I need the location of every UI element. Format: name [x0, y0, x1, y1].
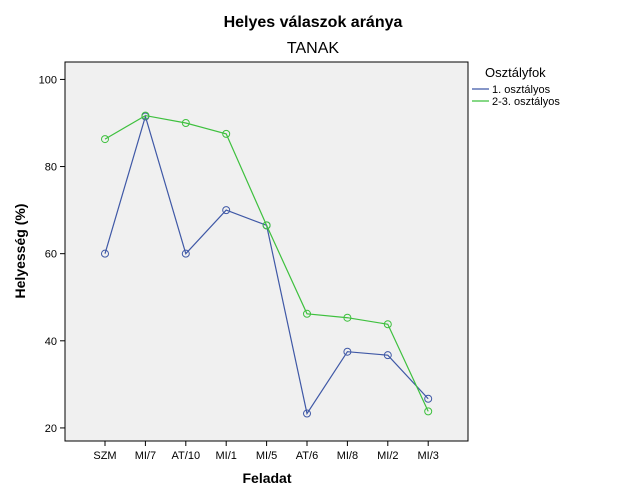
- y-tick-label: 100: [39, 74, 57, 86]
- chart-subtitle: TANAK: [287, 40, 339, 57]
- data-point: [222, 129, 231, 138]
- data-point: [424, 407, 433, 416]
- data-point: [262, 221, 271, 230]
- x-tick-label: MI/1: [215, 450, 236, 462]
- data-point: [383, 320, 392, 329]
- chart-title: Helyes válaszok aránya: [224, 14, 403, 31]
- data-point: [303, 309, 311, 318]
- legend-title: Osztályfok: [485, 65, 546, 80]
- data-point: [343, 313, 352, 322]
- legend-item-label: 2-3. osztályos: [492, 96, 560, 108]
- x-tick-label: AT/10: [172, 450, 201, 462]
- x-tick-label: MI/3: [417, 450, 438, 462]
- legend-item-label: 1. osztályos: [492, 84, 551, 96]
- series-layer: [101, 111, 433, 418]
- y-axis-label: Helyesség (%): [12, 204, 28, 299]
- data-point: [101, 135, 109, 144]
- y-tick-label: 60: [45, 249, 57, 261]
- series-line-2: [104, 114, 429, 412]
- x-axis-label: Feladat: [242, 470, 291, 486]
- x-tick-label: MI/8: [337, 450, 358, 462]
- y-tick-label: 80: [45, 162, 57, 174]
- x-tick-label: MI/5: [256, 450, 277, 462]
- data-point: [424, 394, 433, 403]
- data-point: [181, 118, 190, 127]
- plot-area: [64, 61, 469, 442]
- data-point: [222, 206, 231, 215]
- x-tick-label: SZM: [93, 450, 116, 462]
- x-tick-label: AT/6: [296, 450, 318, 462]
- x-tick-label: MI/7: [135, 450, 156, 462]
- y-tick-label: 40: [45, 336, 57, 348]
- data-point: [343, 347, 352, 356]
- data-point: [101, 249, 109, 258]
- data-point: [181, 249, 190, 258]
- y-tick-label: 20: [45, 423, 57, 435]
- data-point: [383, 351, 392, 360]
- data-point: [141, 111, 150, 120]
- data-point: [303, 409, 311, 418]
- x-axis: SZM MI/7 AT/10 MI/1 MI/5 AT/6 MI/8 MI/2 MI/3: [93, 441, 439, 462]
- y-axis: 20 40 60 80 100: [39, 74, 65, 435]
- x-tick-label: MI/2: [377, 450, 398, 462]
